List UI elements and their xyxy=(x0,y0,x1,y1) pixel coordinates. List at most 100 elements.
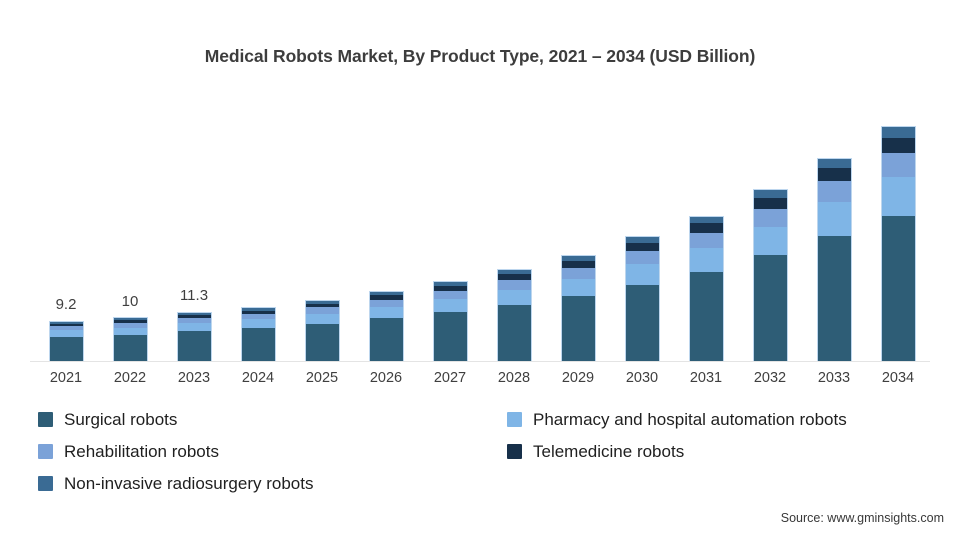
x-tick-2024: 2024 xyxy=(241,370,275,386)
bar-column-2027 xyxy=(418,70,482,362)
bar-column-2032 xyxy=(738,70,802,362)
bar-segment xyxy=(241,308,275,311)
stacked-bar-2034 xyxy=(880,126,916,362)
legend-swatch-icon xyxy=(507,412,522,427)
bar-segment xyxy=(625,264,659,285)
legend-column-left: Surgical robots Rehabilitation robots No… xyxy=(38,408,507,495)
x-tick-2027: 2027 xyxy=(433,370,467,386)
legend-item-surgical-robots: Surgical robots xyxy=(38,408,507,431)
chart-title: Medical Robots Market, By Product Type, … xyxy=(204,46,756,66)
bar-column-2026 xyxy=(354,70,418,362)
bar-segment xyxy=(561,256,595,261)
stacked-bar-2024 xyxy=(240,307,276,362)
legend-swatch-icon xyxy=(38,412,53,427)
bar-column-2030 xyxy=(610,70,674,362)
bar-segment xyxy=(305,313,339,324)
legend-label: Rehabilitation robots xyxy=(64,441,219,461)
legend-label: Non-invasive radiosurgery robots xyxy=(64,473,314,493)
bar-column-2024 xyxy=(226,70,290,362)
legend-item-telemedicine-robots: Telemedicine robots xyxy=(507,440,847,463)
legend-column-right: Pharmacy and hospital automation robots … xyxy=(507,408,847,495)
bar-segment xyxy=(881,127,915,138)
bar-column-2025 xyxy=(290,70,354,362)
bar-segment xyxy=(625,243,659,252)
bar-segment xyxy=(49,336,83,361)
legend-swatch-icon xyxy=(38,444,53,459)
bar-segment xyxy=(753,226,787,256)
bar-segment xyxy=(561,278,595,296)
bar-segment xyxy=(689,247,723,272)
bar-column-2034 xyxy=(866,70,930,362)
bar-value-label: 9.2 xyxy=(55,295,77,313)
bar-segment xyxy=(369,299,403,308)
bar-segment xyxy=(497,304,531,361)
bar-segment xyxy=(241,319,275,329)
bar-segment xyxy=(817,167,851,182)
stacked-bar-2033 xyxy=(816,158,852,362)
bar-segment xyxy=(177,312,211,316)
bar-column-2022: 10 xyxy=(98,70,162,362)
x-tick-2022: 2022 xyxy=(113,370,147,386)
stacked-bar-2025 xyxy=(304,300,340,362)
bar-segment xyxy=(177,318,211,324)
bar-segment xyxy=(241,313,275,320)
bar-segment xyxy=(113,318,147,321)
bar-segment xyxy=(305,323,339,361)
bar-segment xyxy=(753,255,787,361)
bar-column-2023: 11.3 xyxy=(162,70,226,362)
x-tick-2032: 2032 xyxy=(753,370,787,386)
bar-segment xyxy=(177,323,211,332)
bar-segment xyxy=(561,260,595,268)
stacked-bar-2032 xyxy=(752,189,788,362)
source-attribution: Source: www.gminsights.com xyxy=(780,511,944,525)
bar-segment xyxy=(689,216,723,224)
plot-area: 9.2 10 11.3 xyxy=(30,70,930,362)
stacked-bar-2026 xyxy=(368,291,404,362)
bar-segment xyxy=(177,315,211,319)
stacked-bar-2029 xyxy=(560,255,596,362)
x-axis: 2021 2022 2023 2024 2025 2026 2027 2028 2029 2030… xyxy=(34,370,930,386)
bar-segment xyxy=(817,202,851,236)
bar-segment xyxy=(753,190,787,198)
bar-segment xyxy=(625,284,659,361)
x-tick-2031: 2031 xyxy=(689,370,723,386)
bar-segment xyxy=(49,323,83,327)
legend-label: Surgical robots xyxy=(64,409,178,429)
bar-segment xyxy=(433,281,467,286)
bar-segment xyxy=(113,327,147,335)
bar-column-2033 xyxy=(802,70,866,362)
legend-label: Telemedicine robots xyxy=(533,441,685,461)
bar-segment xyxy=(817,159,851,168)
bar-segment xyxy=(881,137,915,153)
stacked-bar-2027 xyxy=(432,280,468,362)
x-tick-2033: 2033 xyxy=(817,370,851,386)
bar-segment xyxy=(881,177,915,217)
bar-segment xyxy=(433,298,467,313)
bar-segment xyxy=(369,307,403,319)
bar-value-label: 10 xyxy=(121,292,139,310)
bar-segment xyxy=(305,301,339,304)
x-tick-2034: 2034 xyxy=(881,370,915,386)
bar-column-2021: 9.2 xyxy=(34,70,98,362)
bar-segment xyxy=(497,280,531,290)
bar-segment xyxy=(817,235,851,361)
bar-segment xyxy=(753,197,787,210)
bar-segment xyxy=(433,285,467,291)
x-tick-2028: 2028 xyxy=(497,370,531,386)
bar-segment xyxy=(305,303,339,308)
legend-item-non-invasive-radiosurgery-robots: Non-invasive radiosurgery robots xyxy=(38,472,507,495)
bar-segment xyxy=(433,290,467,299)
bar-segment xyxy=(49,326,83,331)
bar-segment xyxy=(561,267,595,279)
bar-segment xyxy=(881,152,915,178)
bar-segment xyxy=(753,209,787,227)
bar-segment xyxy=(497,289,531,305)
bar-segment xyxy=(369,295,403,300)
bar-segment xyxy=(497,274,531,281)
bar-segment xyxy=(113,323,147,328)
x-tick-2025: 2025 xyxy=(305,370,339,386)
bar-segment xyxy=(177,331,211,361)
stacked-bar-2023 xyxy=(176,311,212,362)
x-tick-2029: 2029 xyxy=(561,370,595,386)
